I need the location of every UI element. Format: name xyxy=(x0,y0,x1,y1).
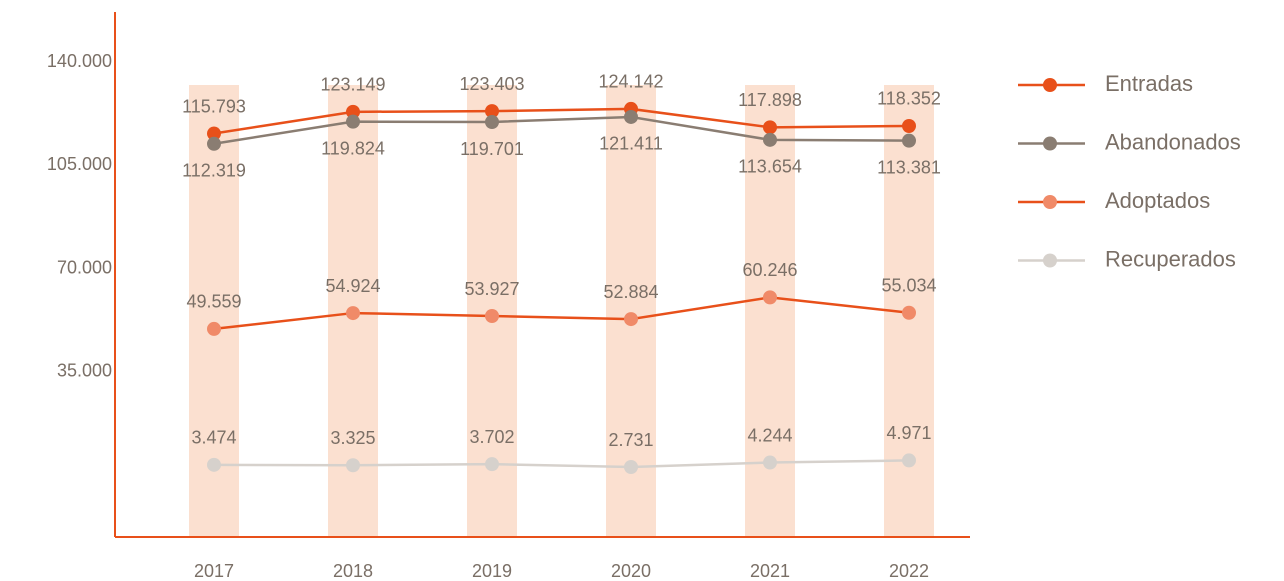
series-line xyxy=(213,107,910,135)
value-label: 112.319 xyxy=(182,161,246,181)
legend-marker xyxy=(1043,78,1057,92)
y-tick-label: 70.000 xyxy=(57,257,112,277)
x-tick-label: 2020 xyxy=(611,561,651,581)
point xyxy=(346,458,360,473)
point xyxy=(902,133,916,148)
value-label: 4.244 xyxy=(747,425,792,445)
value-label: 3.702 xyxy=(469,427,514,447)
series-line xyxy=(213,296,910,331)
point xyxy=(346,114,360,129)
value-label: 49.559 xyxy=(186,292,241,312)
point xyxy=(763,455,777,470)
legend-marker xyxy=(1043,136,1057,151)
value-label: 55.034 xyxy=(881,275,936,295)
point xyxy=(485,457,499,472)
point xyxy=(485,309,499,324)
background-bands xyxy=(189,85,934,537)
legend-marker xyxy=(1043,195,1057,209)
value-label: 119.701 xyxy=(460,139,524,159)
x-tick-label: 2022 xyxy=(889,561,929,581)
point xyxy=(346,306,360,321)
y-tick-label: 105.000 xyxy=(47,154,112,174)
value-label: 3.325 xyxy=(330,428,375,448)
x-tick-label: 2021 xyxy=(750,561,790,581)
value-label: 113.654 xyxy=(738,157,802,177)
value-label: 53.927 xyxy=(464,279,519,299)
value-label: 123.403 xyxy=(459,74,524,94)
value-label: 124.142 xyxy=(598,72,663,92)
point xyxy=(624,312,638,327)
x-tick-label: 2017 xyxy=(194,561,234,581)
value-label: 3.474 xyxy=(191,428,236,448)
point xyxy=(624,109,638,124)
value-label: 60.246 xyxy=(742,260,797,280)
value-label: 52.884 xyxy=(603,282,658,302)
point xyxy=(346,104,360,119)
point xyxy=(763,132,777,147)
point xyxy=(624,460,638,475)
plot: 35.000 70.000 105.000 140.000 2017 2018 2019 20… xyxy=(47,12,1241,581)
point xyxy=(207,136,221,151)
x-tick-label: 2019 xyxy=(472,561,512,581)
value-label: 119.824 xyxy=(321,138,385,158)
point xyxy=(763,290,777,305)
legend-label: Adoptados xyxy=(1105,188,1210,213)
legend-label: Recuperados xyxy=(1105,246,1236,271)
y-tick-label: 140.000 xyxy=(47,51,112,71)
point xyxy=(763,120,777,135)
point xyxy=(485,115,499,130)
value-label: 4.971 xyxy=(886,423,931,443)
value-label: 113.381 xyxy=(877,157,941,177)
value-label: 54.924 xyxy=(325,276,380,296)
value-label: 117.898 xyxy=(738,90,802,110)
value-label: 118.352 xyxy=(877,89,941,109)
point xyxy=(902,305,916,320)
value-label: 2.731 xyxy=(608,430,653,450)
legend-label: Entradas xyxy=(1105,71,1193,96)
series-line xyxy=(213,459,910,469)
legend-label: Abandonados xyxy=(1105,129,1241,154)
point xyxy=(902,118,916,133)
point xyxy=(207,126,221,141)
point xyxy=(207,321,221,336)
value-label: 121.411 xyxy=(599,134,663,154)
x-tick-label: 2018 xyxy=(333,561,373,581)
point xyxy=(902,453,916,468)
point xyxy=(485,104,499,119)
value-label: 123.149 xyxy=(320,75,385,95)
point xyxy=(207,457,221,472)
legend-marker xyxy=(1043,253,1057,268)
series-line xyxy=(213,115,910,146)
value-label: 115.793 xyxy=(182,96,246,116)
y-tick-label: 35.000 xyxy=(57,361,112,381)
